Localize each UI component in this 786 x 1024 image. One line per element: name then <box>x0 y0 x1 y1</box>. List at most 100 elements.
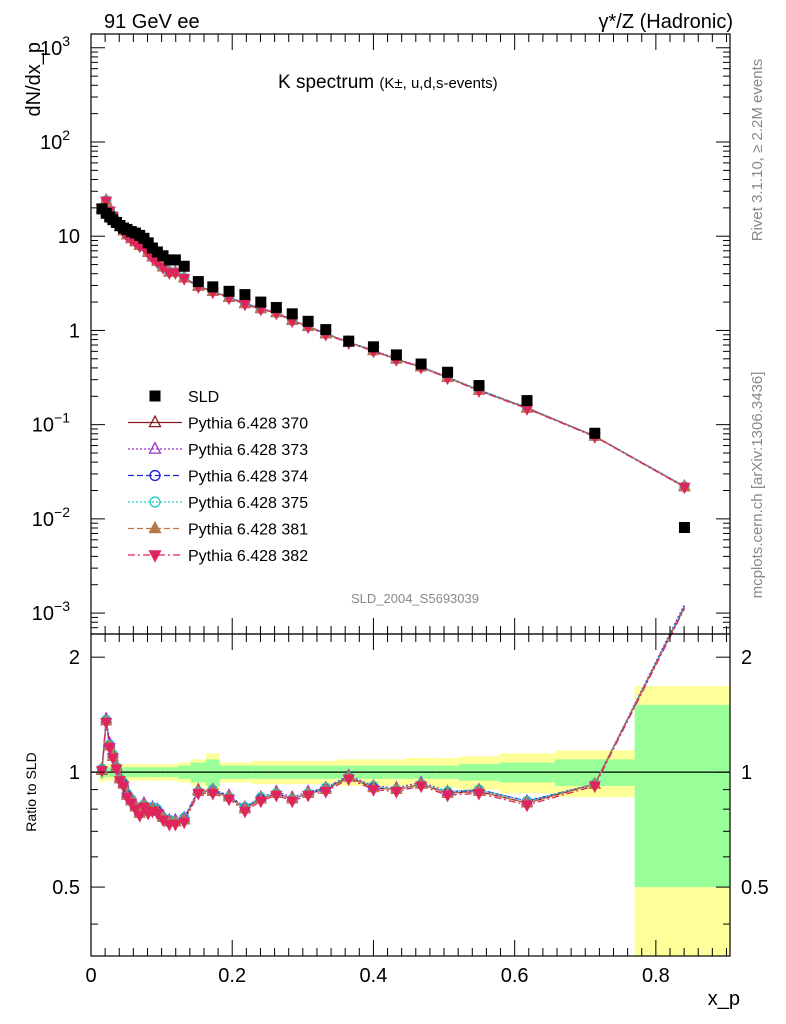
header-left-label: 91 GeV ee <box>104 11 200 33</box>
legend-label-pythia-370: Pythia 6.428 370 <box>188 416 308 433</box>
ratio-tick-label-right: 0.5 <box>741 877 769 899</box>
ratio-y-axis-label: Ratio to SLD <box>23 752 39 831</box>
legend-label-pythia-375: Pythia 6.428 375 <box>188 495 308 512</box>
pythia-382-ratio-point <box>137 802 151 815</box>
sld-data-point <box>473 380 485 392</box>
ratio-tick-label-left: 0.5 <box>52 877 80 899</box>
y-axis-label: dN/dx_p <box>23 42 45 117</box>
sld-data-point <box>320 324 332 336</box>
pythia-382-ratio-point <box>120 792 134 805</box>
pythia-382-ratio-point <box>270 790 283 803</box>
pythia-382-ratio-point <box>441 790 454 803</box>
pythia-382-ratio-point <box>390 787 403 799</box>
legend-marker-pythia-381 <box>148 520 162 534</box>
sld-data-point <box>302 315 314 327</box>
sld-data-point <box>390 349 402 361</box>
legend-label-pythia-381: Pythia 6.428 381 <box>188 522 308 539</box>
pythia-382-ratio-point <box>151 808 164 821</box>
pythia-382-ratio-point <box>254 796 267 809</box>
sld-data-point <box>169 254 181 266</box>
main-plot-frame <box>90 33 731 635</box>
sld-data-point <box>151 246 163 258</box>
pythia-382-ratio-point <box>238 806 252 819</box>
pythia-382-ratio-point <box>286 796 299 809</box>
pythia-382-ratio-point <box>192 788 205 801</box>
plot-frames <box>90 33 731 957</box>
sld-data-point <box>192 276 204 288</box>
sld-data-point <box>163 254 175 266</box>
x-tick-label: 0.2 <box>218 965 246 987</box>
pythia-382-point <box>100 196 113 209</box>
sld-data-point <box>255 296 267 308</box>
pythia-382-ratio-point <box>319 787 332 799</box>
pythia-382-ratio-point <box>415 781 428 794</box>
pythia-382-ratio-point <box>342 774 355 787</box>
pythia-382-ratio-point <box>125 798 138 811</box>
y-tick-label: 10−2 <box>32 504 70 531</box>
sld-data-point <box>415 358 427 370</box>
pythia-382-ratio-point <box>103 743 116 755</box>
pythia-382-ratio-point <box>169 819 182 832</box>
sld-data-point <box>521 395 533 407</box>
series-markers <box>95 192 691 832</box>
y-tick-label: 10−1 <box>32 410 70 437</box>
legend-marker-sld <box>149 390 161 402</box>
sld-data-point <box>223 285 235 297</box>
y-tick-label: 10 <box>58 226 80 248</box>
legend-marker-pythia-374 <box>149 469 161 482</box>
sld-data-point <box>367 341 379 353</box>
x-tick-label: 0.4 <box>360 965 388 987</box>
pythia-382-ratio-point <box>95 766 109 778</box>
ratio-band-inner <box>634 704 730 888</box>
sld-data-point <box>157 250 169 262</box>
pythia-382-ratio-point <box>206 788 219 801</box>
x-tick-label: 0.6 <box>501 965 529 987</box>
pythia-382-ratio-point <box>117 781 130 794</box>
ratio-tick-label-left: 2 <box>69 647 80 669</box>
pythia-382-ratio-point <box>520 800 534 813</box>
sld-data-point <box>343 335 355 347</box>
ratio-tick-label-left: 1 <box>69 762 80 784</box>
sld-data-point <box>678 521 690 533</box>
legend-marker-pythia-373 <box>148 441 162 454</box>
side-label-top: Rivet 3.1.10, ≥ 2.2M events <box>749 59 766 242</box>
legend-label-pythia-382: Pythia 6.428 382 <box>188 548 308 565</box>
pythia-382-ratio-point <box>588 781 601 794</box>
pythia-382-ratio-point <box>129 804 142 817</box>
legend-marker-pythia-370 <box>148 414 162 428</box>
legend-marker-pythia-382 <box>148 550 162 563</box>
sld-data-point <box>270 302 282 314</box>
y-tick-label: 1 <box>69 320 80 342</box>
ratio-tick-label-right: 1 <box>741 762 752 784</box>
y-tick-label: 102 <box>40 127 70 154</box>
pythia-382-ratio-point <box>100 717 113 730</box>
legend-marker-pythia-375 <box>149 496 161 508</box>
sld-data-point <box>589 427 601 439</box>
x-tick-label: 0.8 <box>642 965 670 987</box>
pythia-382-ratio-point <box>367 785 380 797</box>
sld-data-point <box>239 289 251 301</box>
chart-title-suffix: (K±, u,d,s-events) <box>379 75 497 92</box>
side-label-bottom: mcplots.cern.ch [arXiv:1306.3436] <box>749 372 766 599</box>
pythia-382-ratio-point <box>133 811 146 823</box>
uncertainty-bands <box>91 686 730 956</box>
sld-data-point <box>178 260 190 272</box>
pythia-382-ratio-point <box>106 753 119 765</box>
chart-title-group: K spectrum (K±, u,d,s-events) <box>278 72 498 93</box>
x-axis-label: x_p <box>708 988 740 1010</box>
legend: SLD Pythia 6.428 370 Pythia 6.428 373 Pythi… <box>128 389 308 565</box>
ratio-plot-frame <box>90 633 731 957</box>
analysis-id-label: SLD_2004_S5693039 <box>351 591 479 606</box>
pythia-382-ratio-point <box>222 794 236 807</box>
pythia-382-point <box>238 299 252 312</box>
chart-title: K spectrum <box>278 72 374 93</box>
y-tick-label: 10−3 <box>32 598 70 625</box>
legend-label-pythia-374: Pythia 6.428 374 <box>188 469 308 486</box>
pythia-382-point <box>678 482 691 495</box>
legend-label-pythia-373: Pythia 6.428 373 <box>188 442 308 459</box>
pythia-382-ratio-point <box>110 764 123 776</box>
ratio-tick-label-right: 2 <box>741 647 752 669</box>
header-right-label: γ*/Z (Hadronic) <box>599 11 733 33</box>
pythia-382-ratio-point <box>472 788 486 801</box>
